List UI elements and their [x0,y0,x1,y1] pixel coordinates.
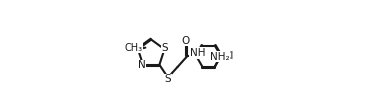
Text: NH: NH [190,48,205,58]
Text: NH₂: NH₂ [210,52,230,62]
Text: S: S [165,74,171,84]
Text: S: S [162,43,168,53]
Text: Cl: Cl [223,51,234,61]
Text: N: N [138,60,145,70]
Text: O: O [181,36,189,46]
Text: CH₃: CH₃ [125,43,142,53]
